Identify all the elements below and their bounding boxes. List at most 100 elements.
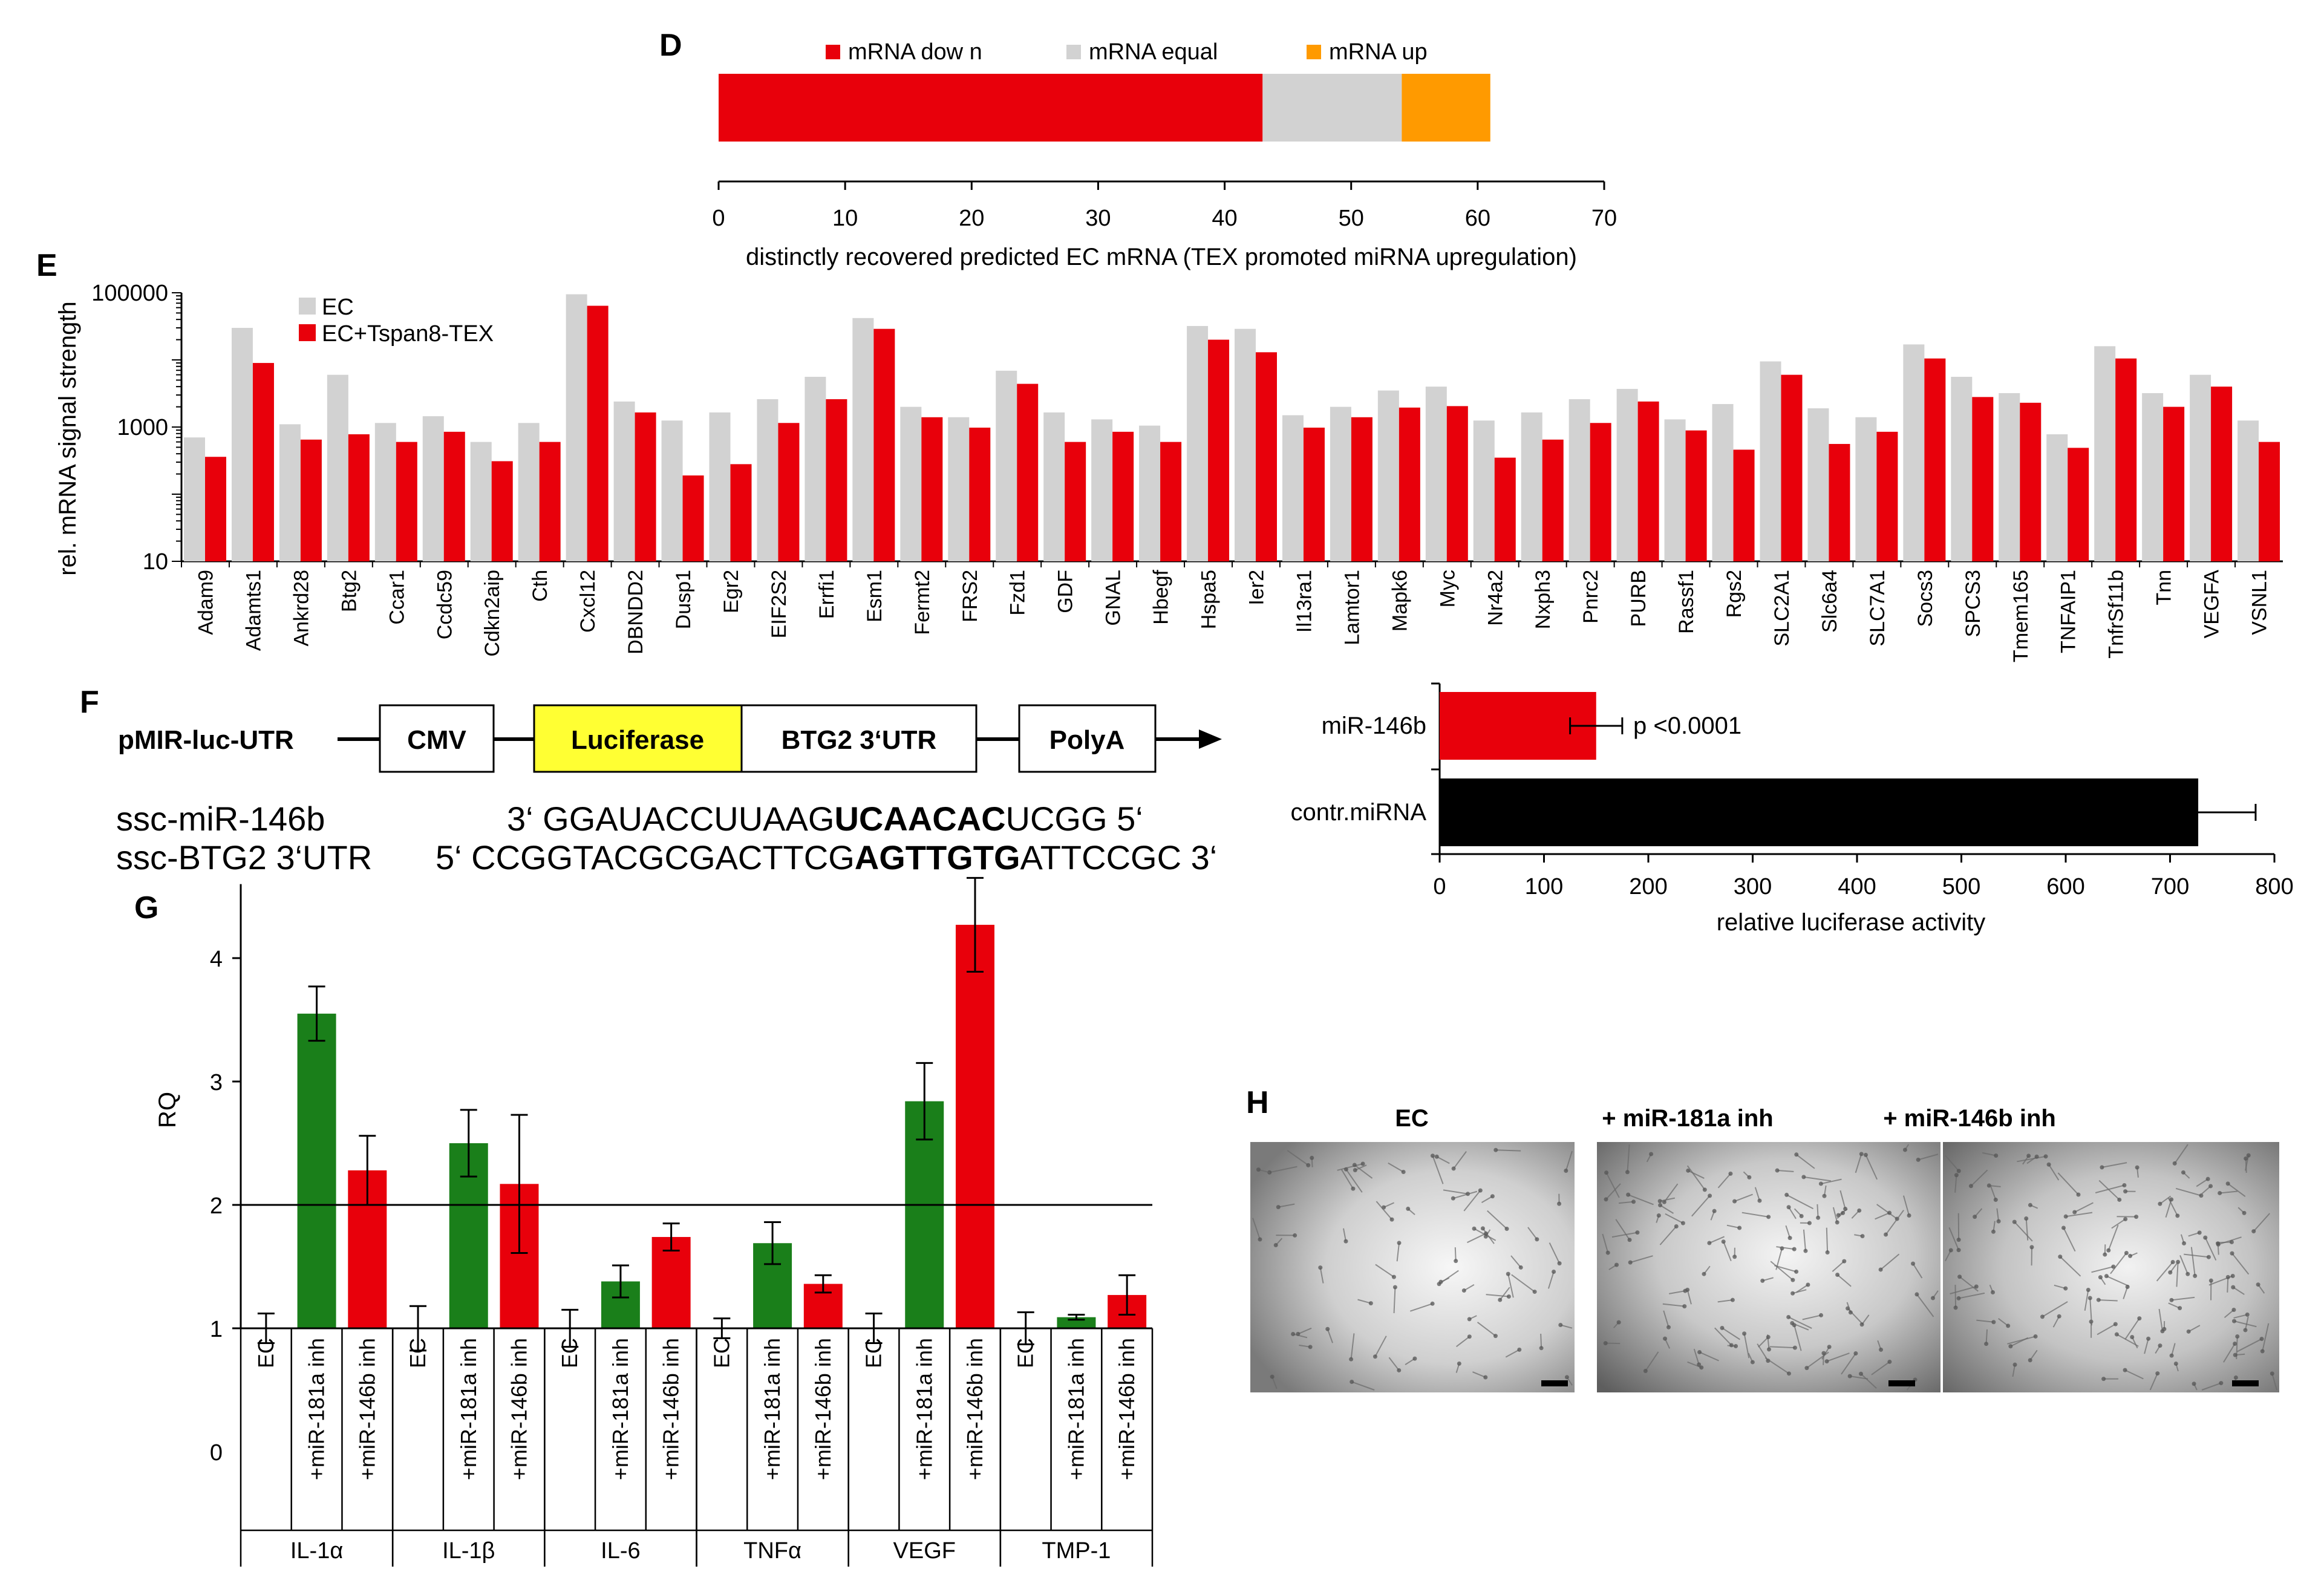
cell-body bbox=[2185, 1271, 2190, 1276]
cell-body bbox=[1887, 1359, 1892, 1364]
bar-tex-ier2 bbox=[1256, 352, 1277, 561]
y-tick-label: 10 bbox=[143, 549, 168, 575]
gene-label: Hspa5 bbox=[1198, 570, 1221, 629]
cell-body bbox=[1702, 1187, 1707, 1192]
bar-tex-rassf1 bbox=[1685, 430, 1707, 561]
cell-body bbox=[1794, 1152, 1799, 1157]
cell-body bbox=[2186, 1329, 2191, 1334]
cell-body bbox=[2259, 1337, 2264, 1342]
cell-process bbox=[1549, 1242, 1560, 1264]
cell-process bbox=[2156, 1261, 2173, 1282]
cell-body bbox=[1697, 1362, 1702, 1367]
bar-tex-cxcl12 bbox=[587, 305, 609, 561]
cell-body bbox=[1902, 1147, 1907, 1152]
category-label: +miR-146b inh bbox=[811, 1338, 835, 1480]
x-tick-label: 200 bbox=[1629, 874, 1667, 899]
x-tick-label: 70 bbox=[1591, 206, 1617, 231]
utr-seed-match: AGTTGTG bbox=[855, 838, 1020, 876]
mirna-sequence: 3‘ GGAUACCUUAAGUCAACACUCGG 5‘ bbox=[507, 800, 1143, 838]
cell-body bbox=[1707, 1241, 1712, 1245]
cell-body bbox=[2246, 1153, 2251, 1158]
cell-body bbox=[1564, 1375, 1569, 1380]
cell-process bbox=[2048, 1164, 2060, 1181]
cell-body bbox=[1732, 1199, 1737, 1204]
x-tick-label: 700 bbox=[2151, 874, 2189, 899]
cell-process bbox=[1832, 1261, 1845, 1272]
x-tick-label: 800 bbox=[2255, 874, 2293, 899]
cell-body bbox=[2113, 1322, 2118, 1326]
cell-body bbox=[1490, 1194, 1495, 1199]
cell-body bbox=[2192, 1382, 2196, 1386]
bar-ec-gdf bbox=[1043, 412, 1065, 561]
category-label: +miR-181a inh bbox=[760, 1338, 785, 1480]
cell-body bbox=[1472, 1226, 1477, 1231]
micrograph-title-mir181a: + miR-181a inh bbox=[1602, 1105, 1773, 1132]
cell-process bbox=[1686, 1290, 1692, 1305]
construct-arrow-head bbox=[1199, 729, 1222, 749]
cell-body bbox=[1457, 1361, 1461, 1366]
cell-body bbox=[1878, 1267, 1883, 1272]
cell-process bbox=[2010, 1337, 2029, 1347]
cell-body bbox=[1484, 1231, 1489, 1236]
category-label: +miR-181a inh bbox=[1063, 1338, 1088, 1480]
bar-tex-adam9 bbox=[205, 457, 226, 561]
panel-f-luciferase-chart: miR-146b contr.miRNA 0 100 200 300 400 500 600 70… bbox=[1291, 682, 2294, 899]
cell-body bbox=[1848, 1310, 1853, 1315]
bar-mrna-up bbox=[1402, 74, 1490, 142]
bar-tex-slc6a4 bbox=[1829, 443, 1850, 561]
cell-body bbox=[1643, 1369, 1648, 1374]
cell-body bbox=[1807, 1221, 1812, 1225]
mirna-seq-prefix: 3‘ GGAUACCUUAAG bbox=[507, 800, 834, 838]
cell-body bbox=[1430, 1153, 1435, 1158]
cell-body bbox=[1860, 1234, 1865, 1239]
bar-ec-cxcl12 bbox=[566, 294, 587, 561]
bar-tex-spcs3 bbox=[1972, 397, 1994, 561]
cell-process bbox=[2066, 1212, 2093, 1218]
cell-process bbox=[1619, 1201, 1634, 1204]
cell-body bbox=[1310, 1155, 1314, 1160]
cell-process bbox=[1954, 1175, 1957, 1193]
cell-process bbox=[1669, 1290, 1686, 1294]
construct-box-luciferase bbox=[533, 704, 743, 773]
bar-tex-egr2 bbox=[730, 464, 752, 561]
panel-letter-g: G bbox=[134, 890, 158, 925]
cell-body bbox=[2100, 1165, 2104, 1170]
gene-label: VSNL1 bbox=[2248, 570, 2271, 635]
cell-body bbox=[2218, 1190, 2222, 1195]
cell-body bbox=[2199, 1193, 2204, 1198]
cell-process bbox=[1287, 1150, 1309, 1166]
cell-body bbox=[2029, 1245, 2034, 1250]
cell-body bbox=[2086, 1288, 2091, 1293]
cell-body bbox=[2197, 1230, 2202, 1235]
cell-process bbox=[1688, 1170, 1705, 1179]
cell-body bbox=[2040, 1314, 2045, 1319]
cell-body bbox=[1273, 1243, 1278, 1248]
bar-tex-slc2a1 bbox=[1781, 374, 1803, 561]
cell-body bbox=[1697, 1349, 1702, 1354]
cell-process bbox=[1472, 1371, 1486, 1378]
cell-body bbox=[2043, 1154, 2048, 1159]
cell-body bbox=[2182, 1241, 2187, 1245]
cell-body bbox=[1887, 1210, 1892, 1215]
legend-swatch-mrna-down bbox=[826, 45, 840, 59]
bar-tex-btg2 bbox=[348, 434, 370, 561]
cell-body bbox=[1368, 1301, 1373, 1306]
cell-process bbox=[1717, 1173, 1731, 1189]
micrograph-mir181a-scale-bar bbox=[1888, 1380, 1915, 1386]
cell-process bbox=[1547, 1271, 1555, 1289]
cell-process bbox=[1945, 1155, 1959, 1172]
gene-label: EIF2S2 bbox=[768, 570, 791, 638]
cell-body bbox=[1406, 1206, 1411, 1211]
x-tick-label: 400 bbox=[1838, 874, 1876, 899]
x-tick-label: 300 bbox=[1734, 874, 1772, 899]
x-tick-label: 0 bbox=[1433, 874, 1446, 899]
cell-process bbox=[2158, 1308, 2163, 1331]
x-tick-label: 50 bbox=[1339, 206, 1364, 231]
cell-process bbox=[1699, 1351, 1719, 1362]
cell-process bbox=[1796, 1154, 1815, 1169]
cell-process bbox=[1902, 1195, 1910, 1216]
gene-label: Ccdc59 bbox=[433, 570, 456, 639]
cell-body bbox=[1786, 1371, 1791, 1376]
bar-tex-frs2 bbox=[969, 427, 991, 561]
cell-process bbox=[2165, 1199, 2172, 1218]
